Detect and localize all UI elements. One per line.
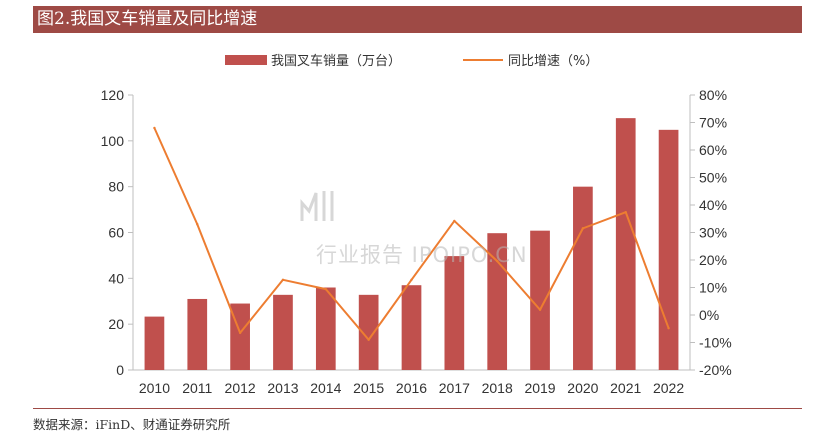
bar (444, 256, 465, 370)
line-point (495, 259, 499, 263)
line-point (196, 223, 199, 226)
axes: 0 20 40 60 80 100 120 -20% -10% 0% 10% 20% 30% 40% 50%… (101, 87, 732, 396)
y-left-tick-label: 100 (101, 133, 125, 149)
footer-divider (33, 408, 802, 409)
watermark-logo-mark (300, 192, 318, 221)
x-tick-label: 2015 (353, 380, 384, 396)
bar (401, 285, 422, 370)
bar (530, 230, 550, 370)
line-point (624, 210, 627, 214)
bar (358, 294, 379, 370)
line-point (238, 331, 242, 335)
x-tick-label: 2016 (396, 380, 427, 396)
source-note: 数据来源：iFinD、财通证券研究所 (33, 417, 231, 432)
bar (187, 298, 208, 370)
x-tick-label: 2020 (567, 380, 598, 396)
legend-bar-label: 我国叉车销量（万台） (271, 53, 401, 69)
x-tick-label: 2017 (439, 380, 470, 396)
bar (573, 186, 593, 370)
y-right-tick-label: -10% (699, 335, 732, 351)
bar (144, 316, 165, 370)
line-point (453, 219, 456, 223)
bar (658, 129, 679, 370)
line-point (281, 278, 285, 281)
y-left-tick-label: 80 (108, 179, 124, 195)
bar (273, 294, 293, 370)
y-right-tick-label: 40% (699, 197, 727, 213)
y-left-tick-label: 20 (108, 316, 124, 332)
x-tick-label: 2012 (225, 380, 256, 396)
y-right-tick-label: 70% (699, 115, 727, 131)
bar (615, 118, 636, 370)
y-right-tick-label: 10% (699, 280, 727, 296)
y-right-tick-label: 50% (699, 170, 727, 186)
line-point (367, 338, 370, 341)
y-left-tick-label: 120 (101, 87, 125, 103)
line-point (538, 308, 542, 311)
watermark-text: 行业报告 IPOIPO.CN (316, 243, 528, 267)
line-point (410, 278, 413, 281)
legend: 我国叉车销量（万台） 同比增速（%） (225, 53, 598, 69)
legend-line-label: 同比增速（%） (508, 54, 598, 69)
line-series (153, 126, 670, 341)
legend-bar-swatch (225, 55, 267, 65)
y-right-tick-label: 30% (699, 225, 727, 241)
x-tick-label: 2013 (267, 380, 298, 396)
y-left-tick-label: 60 (108, 225, 124, 241)
line-point (667, 327, 670, 330)
y-left-tick-label: 0 (116, 362, 124, 378)
x-tick-label: 2018 (482, 380, 513, 396)
y-right-tick-label: 0% (699, 307, 719, 323)
y-right-tick-label: 20% (699, 252, 727, 268)
x-tick-label: 2011 (182, 380, 212, 396)
x-tick-label: 2014 (310, 380, 341, 396)
x-tick-label: 2010 (139, 380, 170, 396)
x-tick-label: 2021 (610, 380, 641, 396)
line-point (324, 287, 328, 291)
watermark: 行业报告 IPOIPO.CN (300, 191, 528, 267)
chart-title-bar: 图2.我国叉车销量及同比增速 (33, 6, 802, 33)
line-point (153, 126, 156, 130)
y-right-tick-label: 80% (699, 87, 727, 103)
y-left-tick-label: 40 (108, 270, 124, 286)
line-point (581, 227, 585, 230)
bar (315, 287, 336, 370)
y-right-tick-label: 60% (699, 142, 727, 158)
x-tick-label: 2019 (524, 380, 555, 396)
bar-series (144, 118, 679, 370)
y-right-tick-label: -20% (699, 362, 732, 378)
x-tick-label: 2022 (653, 380, 684, 396)
